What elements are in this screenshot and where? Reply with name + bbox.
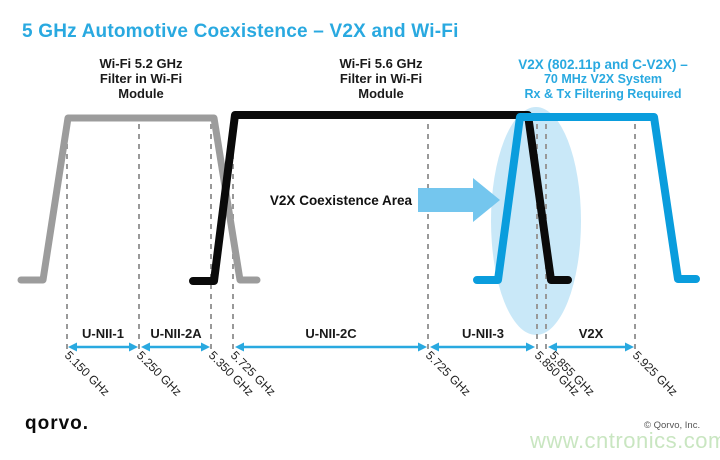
annotation-wifi-5-6-line3: Module <box>358 86 404 101</box>
annotation-v2x-line2: 70 MHz V2X System <box>543 72 663 86</box>
band-label-unii2c: U-NII-2C <box>305 326 357 341</box>
band-label-unii2a: U-NII-2A <box>150 326 202 341</box>
annotation-wifi-5-6: Wi-Fi 5.6 GHz Filter in Wi-Fi Module <box>306 56 456 101</box>
band-arrow-unii1 <box>68 342 138 352</box>
page-title: 5 GHz Automotive Coexistence – V2X and W… <box>22 21 459 42</box>
annotation-v2x-line1: V2X (802.11p and C-V2X) – <box>518 57 688 72</box>
watermark-text: www.cntronics.com <box>530 428 720 453</box>
band-range-arrows <box>68 342 634 352</box>
band-arrow-unii2c <box>235 342 427 352</box>
v2x-filter-curve <box>473 113 700 284</box>
band-arrow-v2x <box>548 342 634 352</box>
annotation-v2x-line3: Rx & Tx Filtering Required <box>524 87 682 101</box>
annotation-wifi-5-2-line3: Module <box>118 86 164 101</box>
wifi-5-2-filter-curve <box>17 114 261 284</box>
band-arrow-unii3 <box>430 342 535 352</box>
coexistence-area-label: V2X Coexistence Area <box>270 193 413 208</box>
annotation-wifi-5-2-line1: Wi-Fi 5.2 GHz <box>99 56 183 71</box>
coexistence-arrow-icon <box>418 178 500 222</box>
annotation-wifi-5-6-line1: Wi-Fi 5.6 GHz <box>339 56 423 71</box>
copyright-text: © Qorvo, Inc. <box>644 420 701 431</box>
freq-label-5150: 5.150 GHz <box>62 348 112 398</box>
annotation-wifi-5-2-line2: Filter in Wi-Fi <box>99 71 183 86</box>
freq-label-5725b: 5.725 GHz <box>423 348 473 398</box>
band-arrow-unii2a <box>141 342 210 352</box>
qorvo-logo: qorvo. <box>25 413 90 434</box>
annotation-v2x: V2X (802.11p and C-V2X) – 70 MHz V2X Sys… <box>498 57 708 102</box>
wifi-5-6-filter-curve <box>189 111 572 285</box>
band-label-v2x: V2X <box>579 326 604 341</box>
annotation-wifi-5-2: Wi-Fi 5.2 GHz Filter in Wi-Fi Module <box>66 56 216 101</box>
band-label-unii1: U-NII-1 <box>82 326 124 341</box>
band-label-unii3: U-NII-3 <box>462 326 504 341</box>
freq-label-5925: 5.925 GHz <box>630 348 680 398</box>
annotation-wifi-5-6-line2: Filter in Wi-Fi <box>339 71 423 86</box>
freq-label-5250: 5.250 GHz <box>134 348 184 398</box>
